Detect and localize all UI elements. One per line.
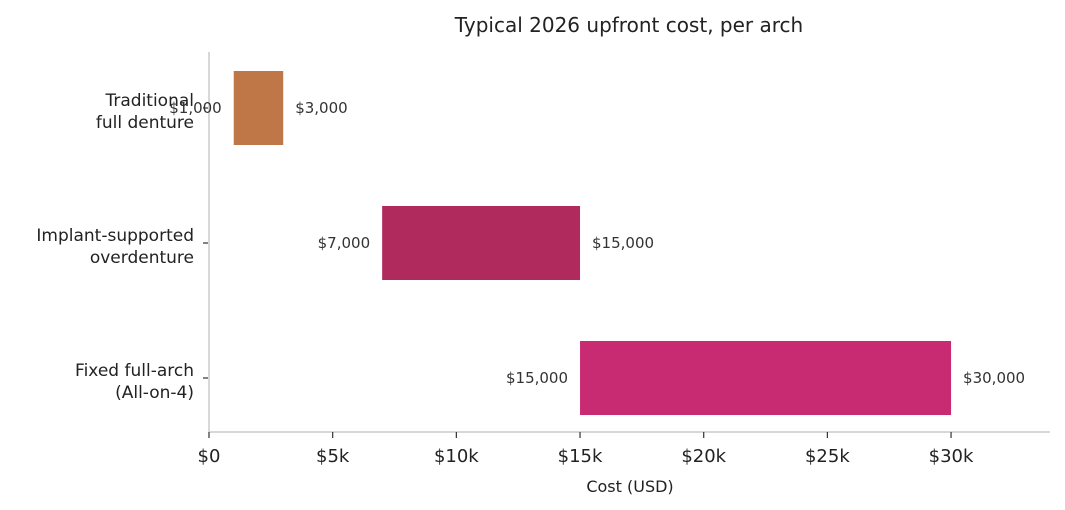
category-label-line: Implant-supported	[36, 226, 194, 246]
category-label: Traditional full denture	[96, 91, 194, 133]
chart-title: Typical 2026 upfront cost, per arch	[454, 13, 803, 37]
range-bar	[233, 71, 284, 145]
category-label-line: (All-on-4)	[115, 383, 194, 403]
max-value-label: $15,000	[592, 234, 654, 252]
x-tick-label: $20k	[681, 446, 726, 467]
x-tick-label: $30k	[929, 446, 974, 467]
range-bar	[580, 341, 952, 415]
x-axis-label: Cost (USD)	[586, 477, 673, 496]
plot-area: $0 $5k $10k $15k $20k $25k $30k Traditional full…	[36, 52, 1050, 467]
x-tick-label: $10k	[434, 446, 479, 467]
x-tick-label: $0	[198, 446, 221, 467]
category-label-line: Fixed full-arch	[75, 361, 194, 381]
category-label: Implant-supported overdenture	[36, 226, 194, 268]
x-tick-label: $25k	[805, 446, 850, 467]
category-label-line: Traditional	[104, 91, 194, 111]
max-value-label: $30,000	[963, 369, 1025, 387]
min-value-label: $7,000	[318, 234, 371, 252]
x-tick-label: $15k	[558, 446, 603, 467]
min-value-label: $15,000	[506, 369, 568, 387]
x-tick-label: $5k	[316, 446, 350, 467]
category-label: Fixed full-arch (All-on-4)	[75, 361, 194, 403]
category-label-line: overdenture	[90, 248, 194, 268]
category-label-line: full denture	[96, 113, 194, 133]
min-value-label: $1,000	[169, 99, 222, 117]
range-bar	[382, 206, 581, 280]
max-value-label: $3,000	[295, 99, 348, 117]
